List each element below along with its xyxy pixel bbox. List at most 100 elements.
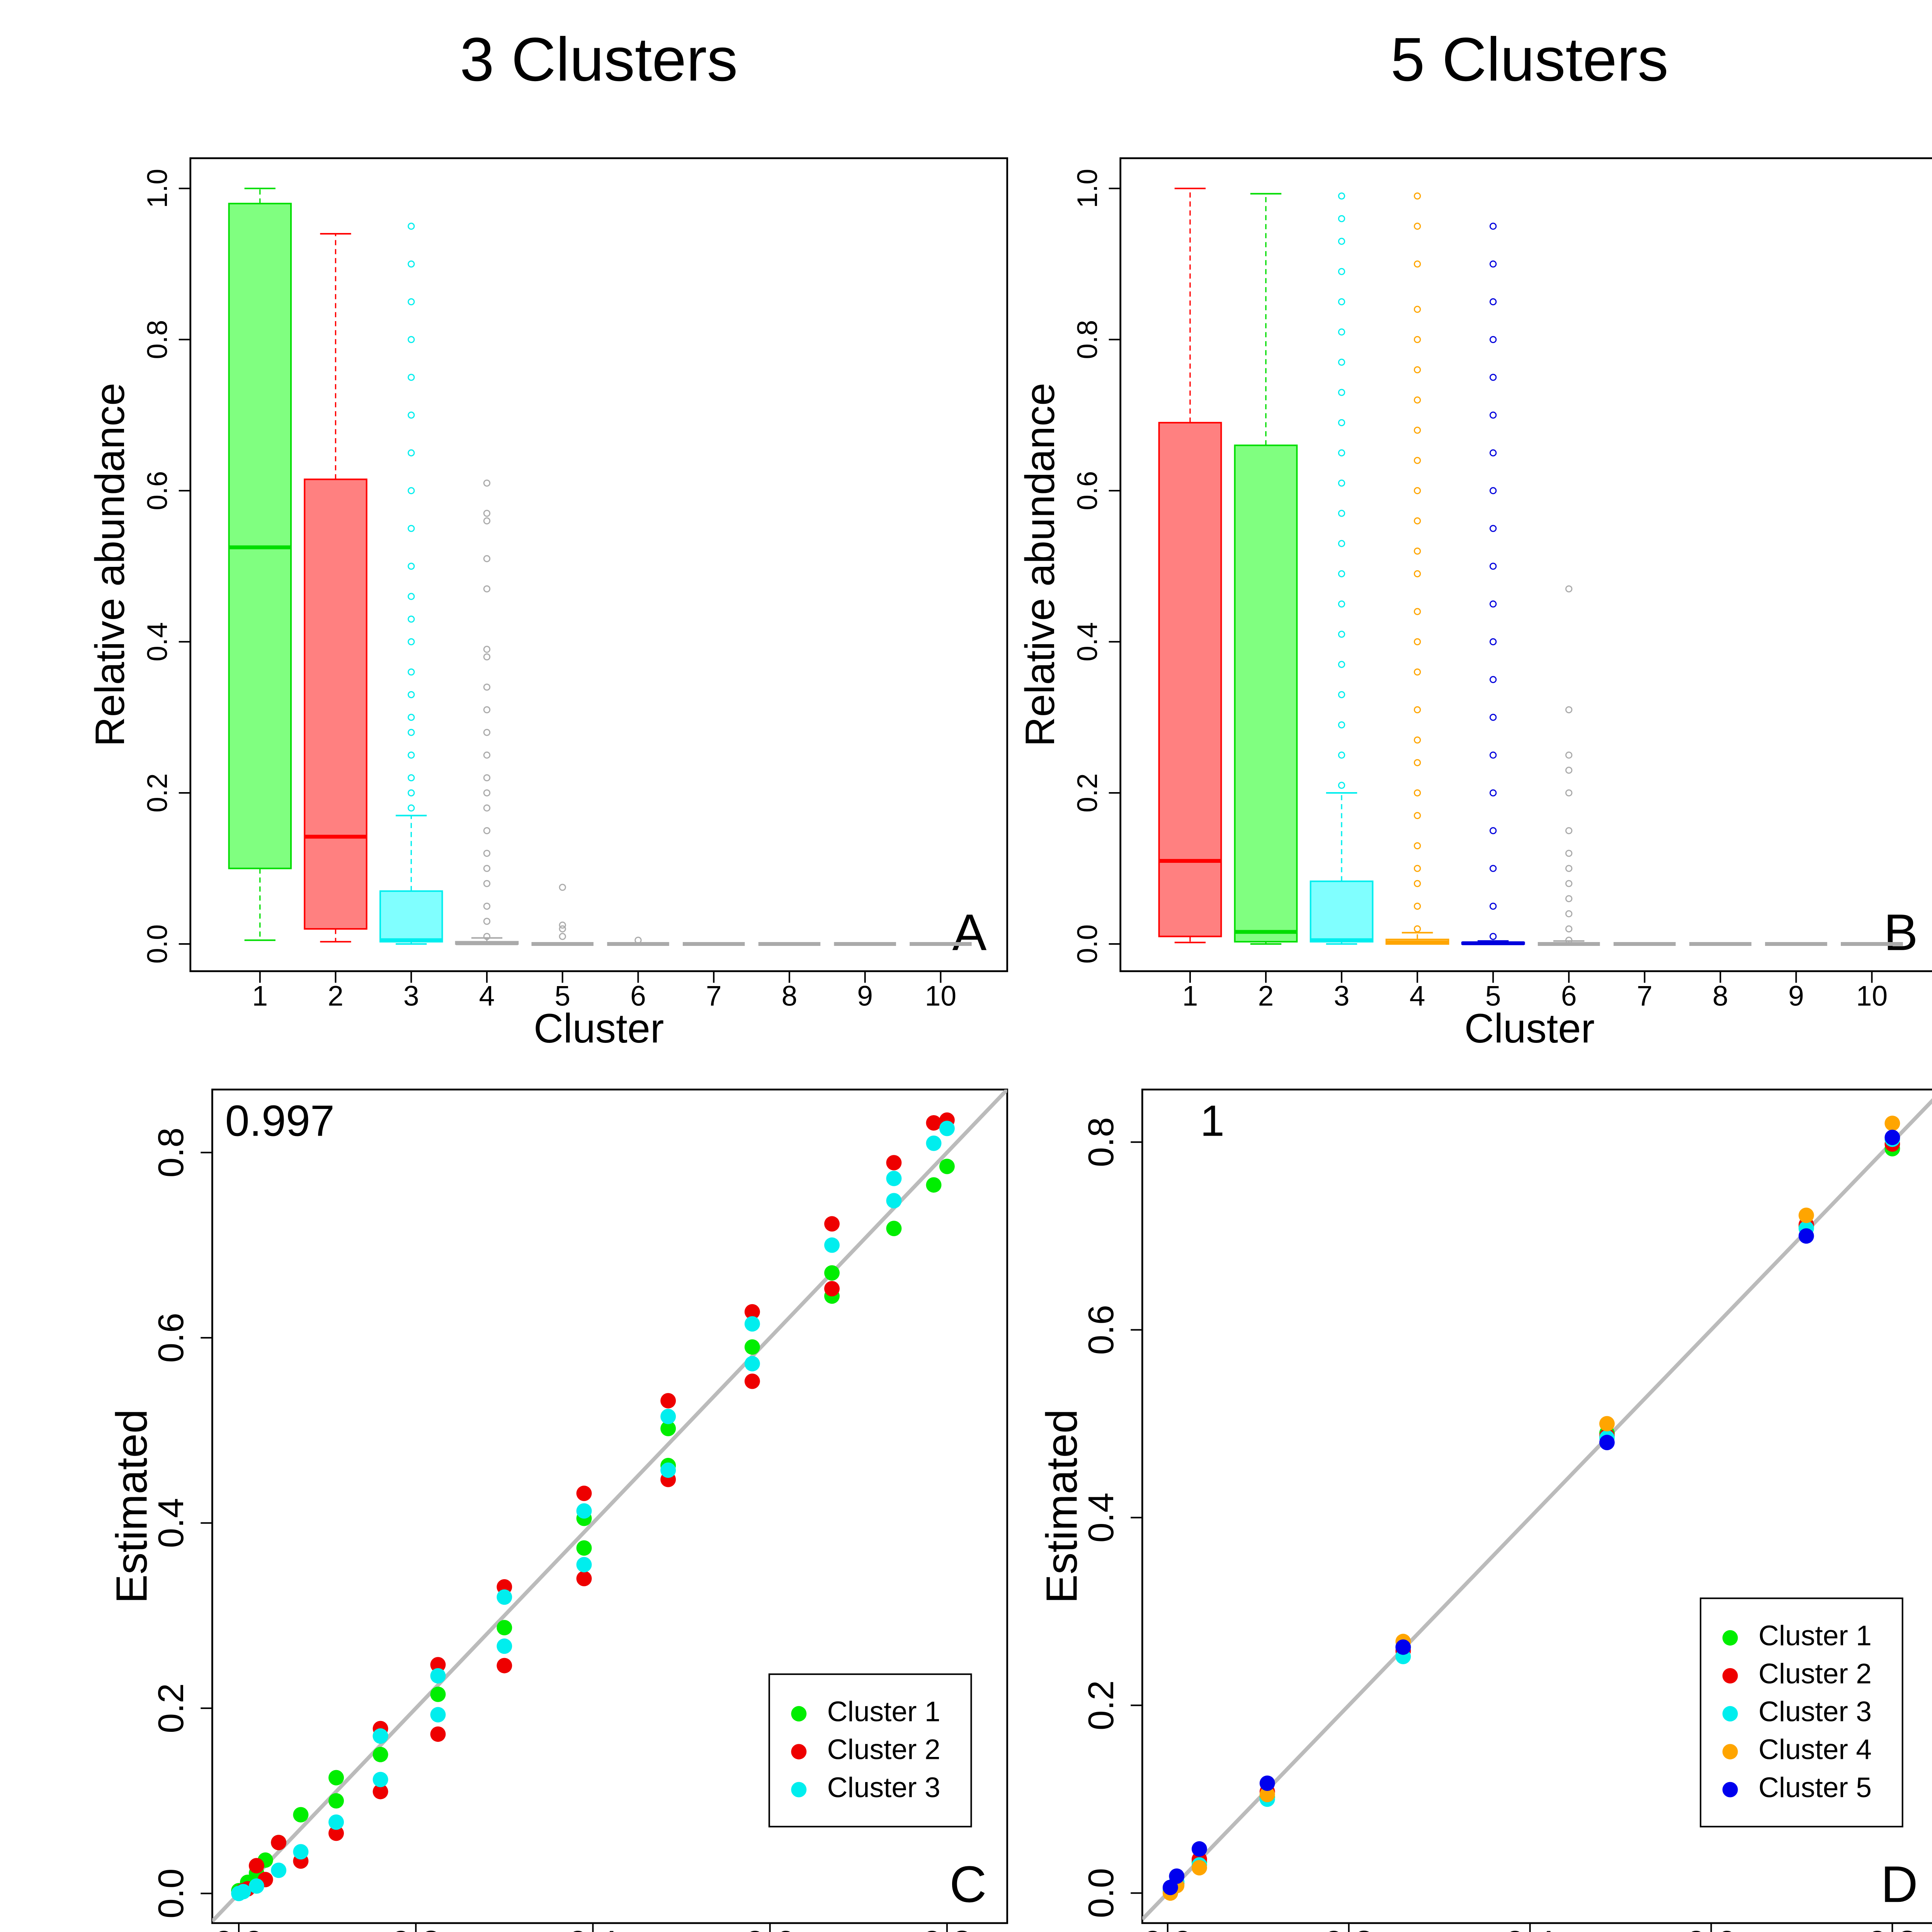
outlier: [1413, 812, 1421, 819]
point: [660, 1393, 676, 1409]
outlier: [483, 933, 491, 940]
outlier: [1490, 449, 1497, 457]
chart-title: 5 Clusters: [1391, 25, 1668, 94]
outlier: [483, 804, 491, 812]
point: [576, 1571, 592, 1587]
x-tick-label: 8: [1713, 980, 1728, 1012]
outlier: [1565, 910, 1573, 917]
point: [372, 1728, 388, 1744]
outlier: [483, 517, 491, 525]
outlier: [1490, 525, 1497, 532]
y-tick-label: 0.0: [1071, 924, 1103, 964]
point: [497, 1658, 512, 1673]
outlier: [1413, 427, 1421, 434]
point: [497, 1620, 512, 1636]
outlier: [559, 884, 566, 891]
outlier: [1413, 366, 1421, 374]
x-tick-label: 7: [1637, 980, 1653, 1012]
point: [939, 1121, 955, 1136]
plot-frame: [1119, 157, 1932, 972]
point: [1259, 1787, 1275, 1803]
legend-label: Cluster 1: [1759, 1620, 1872, 1651]
point: [660, 1408, 676, 1424]
point: [1395, 1639, 1411, 1655]
box: [1234, 444, 1298, 943]
outlier: [483, 555, 491, 562]
outlier: [1490, 600, 1497, 608]
point: [886, 1155, 902, 1171]
outlier: [408, 374, 415, 381]
outlier: [408, 563, 415, 570]
outlier: [483, 706, 491, 714]
outlier: [408, 336, 415, 343]
legend-label: Cluster 5: [1759, 1772, 1872, 1803]
y-tick-label: 0.2: [1071, 773, 1103, 813]
point: [824, 1237, 840, 1253]
legend-swatch: [791, 1744, 807, 1760]
y-tick-label: 0.8: [1081, 1117, 1121, 1167]
outlier: [1565, 706, 1573, 714]
outlier: [408, 223, 415, 230]
outlier: [408, 449, 415, 457]
outlier: [1413, 570, 1421, 578]
outlier: [483, 903, 491, 910]
x-tick-label: 0.2: [391, 1923, 441, 1932]
outlier: [408, 412, 415, 419]
point: [497, 1589, 512, 1605]
point: [939, 1158, 955, 1174]
outlier: [483, 827, 491, 834]
point: [497, 1638, 512, 1654]
outlier: [483, 729, 491, 736]
point: [430, 1726, 446, 1742]
point: [744, 1316, 760, 1332]
legend-label: Cluster 2: [827, 1734, 940, 1765]
x-tick-label: 4: [1410, 980, 1425, 1012]
x-tick-label: 9: [1788, 980, 1804, 1012]
x-tick-label: 0.4: [1505, 1923, 1555, 1932]
point: [328, 1825, 344, 1841]
y-axis-title: Relative abundance: [87, 383, 133, 747]
outlier: [483, 653, 491, 661]
legend-swatch: [1722, 1782, 1738, 1798]
outlier: [1338, 192, 1345, 200]
x-tick-label: 9: [857, 980, 873, 1012]
outlier: [1413, 192, 1421, 200]
point: [744, 1356, 760, 1372]
outlier: [1338, 600, 1345, 608]
x-tick-label: 8: [782, 980, 798, 1012]
outlier: [1413, 457, 1421, 464]
x-tick-label: 0.0: [1143, 1923, 1193, 1932]
outlier: [1565, 880, 1573, 887]
outlier: [1490, 714, 1497, 721]
point: [1884, 1116, 1900, 1131]
y-tick-label: 0.4: [141, 622, 173, 662]
outlier: [1338, 631, 1345, 638]
outlier: [408, 487, 415, 494]
outlier: [1338, 449, 1345, 457]
x-tick-label: 3: [403, 980, 419, 1012]
point: [926, 1115, 942, 1131]
x-tick-label: 1: [1182, 980, 1198, 1012]
y-axis-title: Estimated: [1037, 1409, 1086, 1604]
outlier: [408, 774, 415, 782]
y-tick-label: 0.4: [1081, 1493, 1121, 1543]
outlier: [483, 585, 491, 593]
legend-swatch: [1722, 1630, 1738, 1646]
outlier: [408, 668, 415, 676]
x-tick-label: 6: [1561, 980, 1577, 1012]
outlier: [559, 933, 566, 940]
point: [328, 1814, 344, 1830]
outlier: [1338, 419, 1345, 427]
outlier: [1338, 298, 1345, 306]
outlier: [1565, 925, 1573, 933]
outlier: [1490, 933, 1497, 940]
outlier: [1413, 925, 1421, 933]
outlier: [1338, 389, 1345, 396]
outlier: [1338, 359, 1345, 366]
outlier: [408, 691, 415, 698]
outlier: [1338, 570, 1345, 578]
y-tick-label: 0.0: [1081, 1868, 1121, 1918]
point: [430, 1707, 446, 1723]
